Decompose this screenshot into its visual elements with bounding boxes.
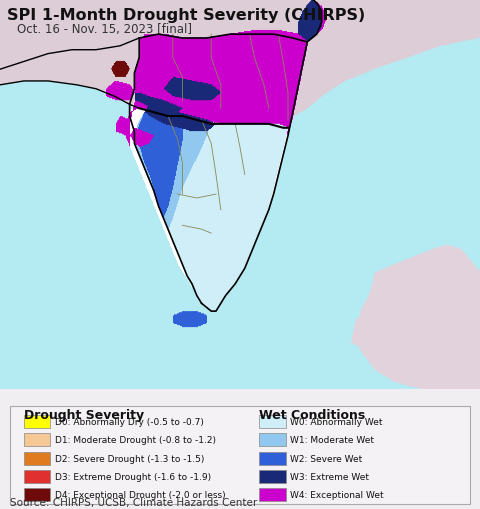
Text: D1: Moderate Drought (-0.8 to -1.2): D1: Moderate Drought (-0.8 to -1.2)	[55, 436, 216, 444]
Bar	[259, 470, 286, 483]
Text: D2: Severe Drought (-1.3 to -1.5): D2: Severe Drought (-1.3 to -1.5)	[55, 454, 204, 463]
Text: D3: Extreme Drought (-1.6 to -1.9): D3: Extreme Drought (-1.6 to -1.9)	[55, 472, 211, 481]
Text: Oct. 16 - Nov. 15, 2023 [final]: Oct. 16 - Nov. 15, 2023 [final]	[17, 23, 192, 36]
Text: SPI 1-Month Drought Severity (CHIRPS): SPI 1-Month Drought Severity (CHIRPS)	[7, 8, 365, 22]
Bar	[259, 451, 286, 465]
Bar	[24, 488, 50, 501]
Bar	[259, 433, 286, 446]
Bar	[24, 451, 50, 465]
Text: W1: Moderate Wet: W1: Moderate Wet	[290, 436, 374, 444]
Text: W0: Abnormally Wet: W0: Abnormally Wet	[290, 417, 383, 426]
FancyBboxPatch shape	[10, 406, 470, 504]
Bar	[259, 415, 286, 428]
Text: D0: Abnormally Dry (-0.5 to -0.7): D0: Abnormally Dry (-0.5 to -0.7)	[55, 417, 204, 426]
Text: Drought Severity: Drought Severity	[24, 409, 144, 421]
Text: W3: Extreme Wet: W3: Extreme Wet	[290, 472, 370, 481]
Bar	[24, 415, 50, 428]
Bar	[24, 433, 50, 446]
Bar	[259, 488, 286, 501]
Text: Wet Conditions: Wet Conditions	[259, 409, 365, 421]
Text: D4: Exceptional Drought (-2.0 or less): D4: Exceptional Drought (-2.0 or less)	[55, 490, 226, 499]
Bar	[24, 470, 50, 483]
Text: W2: Severe Wet: W2: Severe Wet	[290, 454, 363, 463]
Text: W4: Exceptional Wet: W4: Exceptional Wet	[290, 490, 384, 499]
Text: Source: CHIRPS, UCSB, Climate Hazards Center: Source: CHIRPS, UCSB, Climate Hazards Ce…	[10, 497, 257, 506]
